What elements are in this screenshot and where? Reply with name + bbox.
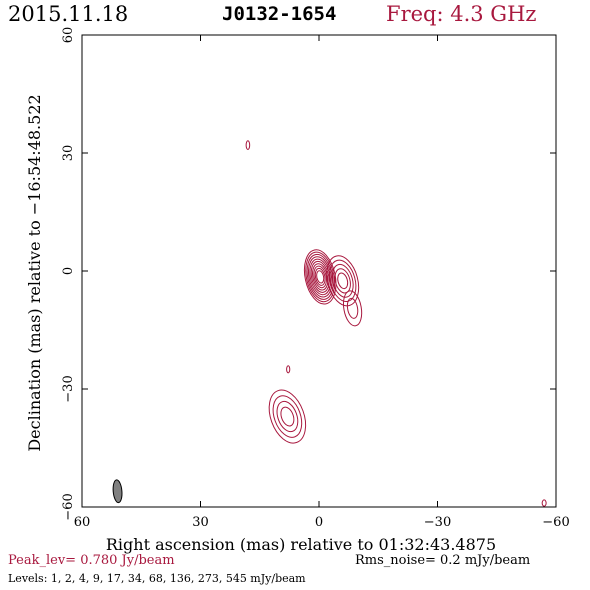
contour-inner-jet-level-5 [337,272,349,290]
peak-level-label: Peak_lev= 0.780 Jy/beam [8,553,175,568]
contour-jet-tail-level-2 [346,297,359,319]
contour-core-level-1 [303,249,337,305]
axes-layer: 60 30 0 −30 −60 −60 −30 0 30 60 [61,27,570,530]
x-tick-label: 30 [192,515,209,530]
y-tick-label: 30 [61,145,76,162]
contour-jet-tail-level-1 [342,290,363,327]
x-tick-label: −30 [424,515,451,530]
contour-faint-spot-south-level-1 [286,365,291,374]
frequency-label: Freq: 4.3 GHz [386,2,537,26]
epoch-date: 2015.11.18 [8,2,129,26]
y-tick-label: −60 [61,493,76,520]
y-tick-label: 60 [61,27,76,44]
y-axis-label: Declination (mas) relative to −16:54:48.… [25,94,44,451]
x-tick-label: 0 [315,515,323,530]
contour-core-level-9 [314,267,326,286]
contour-southern-component-level-3 [276,400,299,433]
contour-levels-label: Levels: 1, 2, 4, 9, 17, 34, 68, 136, 273… [8,572,306,585]
contour-core-level-6 [310,260,330,293]
beam-layer [112,479,123,504]
source-name: J0132-1654 [222,3,337,25]
contour-core-level-7 [312,263,329,291]
x-tick-label: 60 [74,515,91,530]
contour-inner-jet-level-1 [326,255,360,307]
contour-inner-jet-level-3 [331,263,354,298]
x-axis-label: Right ascension (mas) relative to 01:32:… [106,535,496,554]
contour-core-level-8 [313,265,327,289]
contour-edge-spot-level-1 [541,499,547,507]
x-tick-label: −60 [542,515,569,530]
contour-core-level-10 [316,270,325,284]
contour-layer [245,140,547,507]
rms-noise-label: Rms_noise= 0.2 mJy/beam [355,553,531,568]
y-tick-label: −30 [61,375,76,402]
contour-faint-spot-north-level-1 [245,140,251,150]
beam-ellipse [112,479,123,504]
contour-southern-component-level-4 [280,406,295,427]
contour-core-level-4 [307,256,333,298]
contour-southern-component-level-1 [268,389,307,444]
contour-southern-component-level-2 [272,395,303,438]
contour-core-level-2 [305,251,336,303]
y-tick-label: 0 [61,267,76,275]
